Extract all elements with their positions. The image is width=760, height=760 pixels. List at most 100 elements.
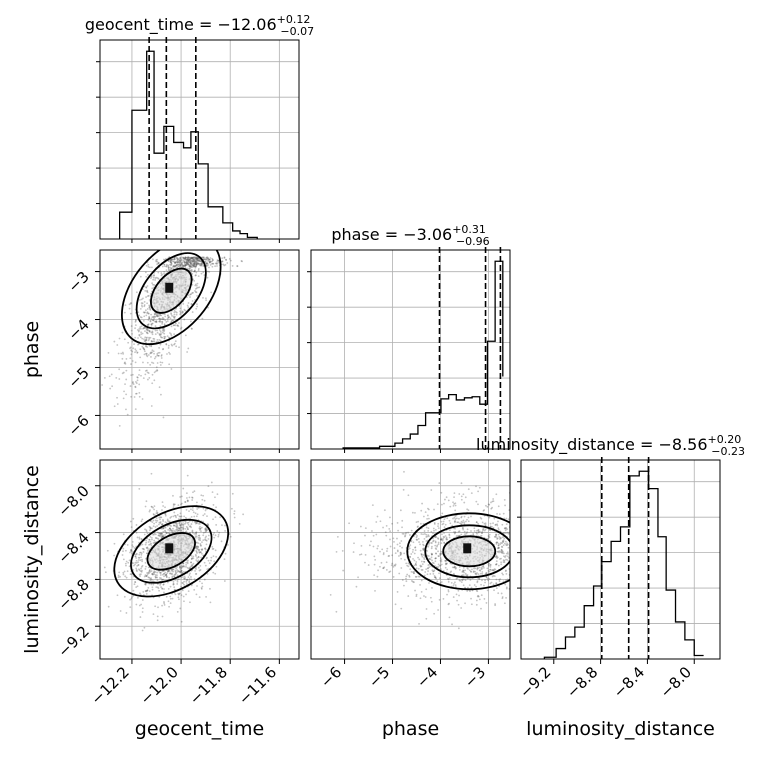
scatter-point (224, 552, 227, 555)
scatter-point (152, 573, 154, 576)
scatter-point (200, 263, 203, 266)
scatter-point (203, 258, 206, 260)
scatter-point (154, 279, 156, 281)
scatter-point (133, 564, 135, 567)
scatter-point (207, 485, 210, 487)
scatter-point (214, 265, 216, 268)
scatter-point (121, 554, 124, 556)
scatter-point (355, 585, 358, 588)
scatter-point (158, 338, 161, 341)
scatter-point (199, 260, 202, 262)
scatter-point (157, 531, 159, 534)
scatter-point (170, 320, 173, 323)
scatter-point (124, 549, 127, 552)
scatter-point (173, 531, 176, 533)
scatter-point (141, 611, 144, 613)
scatter-point (201, 548, 204, 551)
scatter-point (479, 530, 481, 533)
scatter-point (474, 570, 476, 573)
scatter-point (141, 337, 144, 340)
scatter-point (429, 596, 432, 599)
scatter-point (158, 521, 161, 524)
scatter-point (115, 376, 118, 379)
scatter-point (148, 299, 151, 301)
scatter-point (204, 529, 207, 532)
scatter-point (233, 510, 236, 512)
scatter-point (358, 553, 361, 556)
scatter-point (147, 576, 150, 579)
scatter-point (477, 529, 480, 532)
scatter-point (188, 267, 191, 270)
scatter-point (401, 526, 403, 529)
scatter-point (124, 562, 127, 565)
scatter-point (169, 260, 172, 263)
scatter-point (186, 258, 189, 261)
scatter-point (476, 567, 479, 569)
scatter-point (153, 379, 156, 382)
scatter-point (118, 571, 121, 574)
scatter-point (211, 265, 214, 268)
scatter-point (474, 567, 477, 570)
scatter-point (146, 589, 149, 592)
scatter-point (142, 347, 145, 349)
scatter-point (104, 571, 107, 574)
scatter-point (146, 573, 149, 576)
scatter-point (427, 534, 430, 536)
scatter-point (134, 581, 137, 584)
scatter-point (414, 589, 416, 592)
scatter-point (425, 533, 428, 536)
scatter-point (477, 490, 480, 493)
scatter-point (199, 544, 202, 547)
scatter-point (158, 317, 161, 320)
scatter-point (475, 589, 478, 592)
scatter-point (163, 588, 165, 590)
scatter-point (183, 515, 186, 518)
scatter-point (373, 574, 376, 577)
scatter-point (493, 517, 496, 520)
scatter-point (421, 563, 424, 566)
scatter-point (197, 556, 200, 559)
scatter-point (502, 512, 505, 515)
scatter-point (189, 296, 191, 298)
scatter-point (431, 561, 434, 564)
scatter-point (149, 307, 151, 310)
scatter-point (159, 330, 162, 333)
scatter-point (185, 262, 188, 265)
scatter-point (150, 340, 153, 343)
scatter-point (113, 340, 116, 343)
scatter-point (197, 260, 200, 262)
scatter-point (159, 584, 161, 586)
scatter-point (125, 358, 128, 360)
scatter-point (143, 348, 146, 351)
scatter-point (190, 561, 192, 564)
scatter-point (518, 577, 520, 579)
scatter-point (146, 291, 149, 294)
scatter-point (122, 353, 125, 355)
scatter-point (447, 590, 450, 593)
scatter-point (136, 379, 139, 382)
scatter-point (448, 602, 450, 605)
scatter-point (187, 260, 190, 262)
scatter-point (158, 571, 161, 574)
scatter-point (172, 531, 174, 534)
scatter-point (494, 604, 497, 607)
scatter-point (169, 268, 172, 271)
title-minus: −0.07 (280, 25, 314, 38)
scatter-point (154, 576, 157, 579)
scatter-point (171, 258, 174, 261)
scatter-point (214, 516, 217, 519)
scatter-point (140, 553, 143, 556)
scatter-point (151, 287, 154, 290)
scatter-point (153, 312, 156, 315)
scatter-point (401, 519, 404, 522)
scatter-point (140, 556, 142, 559)
scatter-point (379, 565, 381, 568)
scatter-point (498, 538, 501, 540)
scatter-point (206, 523, 209, 525)
scatter-point (408, 547, 411, 550)
scatter-point (151, 588, 154, 591)
scatter-point (422, 533, 424, 536)
scatter-point (179, 264, 181, 267)
scatter-point (229, 259, 232, 262)
scatter-point (131, 552, 133, 555)
